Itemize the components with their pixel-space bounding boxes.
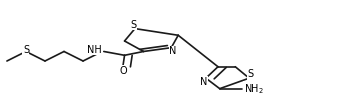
- Text: NH$_2$: NH$_2$: [244, 82, 264, 96]
- Text: N: N: [200, 77, 208, 87]
- Text: O: O: [119, 66, 127, 76]
- Text: NH: NH: [87, 45, 102, 55]
- Text: S: S: [248, 69, 254, 79]
- Text: S: S: [130, 20, 136, 30]
- Text: S: S: [23, 45, 29, 55]
- Text: N: N: [169, 46, 177, 56]
